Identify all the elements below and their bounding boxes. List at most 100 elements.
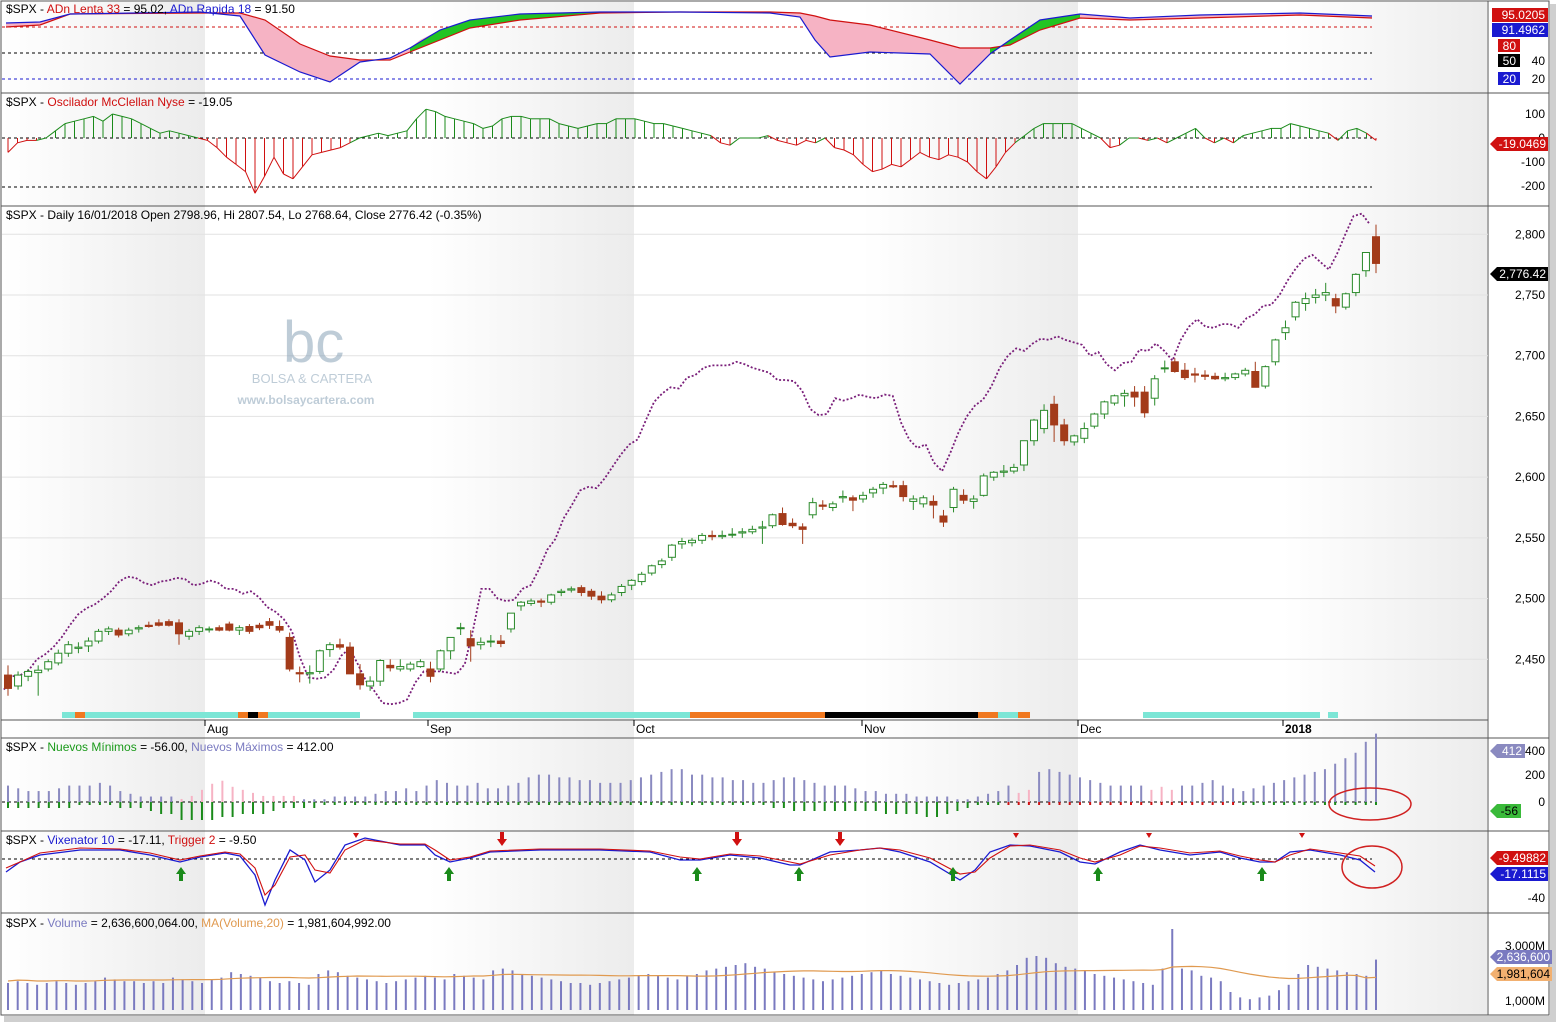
mcc-line-seg xyxy=(682,127,693,132)
candle-up xyxy=(44,661,53,670)
candle-up xyxy=(1019,440,1028,466)
mcc-line-seg xyxy=(843,149,854,156)
adn-tag-lenta xyxy=(1492,8,1548,22)
mcc-line-seg xyxy=(311,151,322,156)
candle-up xyxy=(758,526,767,529)
mcc-line-seg xyxy=(1024,128,1035,136)
adn-tag-80 xyxy=(1498,39,1520,52)
mcc-line-seg xyxy=(1185,127,1196,134)
band-segment xyxy=(1328,712,1338,718)
adn-tag-rapida-text: 91.4962 xyxy=(1502,23,1546,37)
mcc-line-seg xyxy=(55,123,66,132)
mcc-line-seg xyxy=(853,154,864,165)
candle-up xyxy=(1321,292,1330,296)
mcc-line-seg xyxy=(786,142,797,146)
x-month-label: Sep xyxy=(430,722,452,736)
mcc-line-seg xyxy=(568,125,579,129)
candle-down xyxy=(225,623,234,631)
candle-up xyxy=(315,650,324,672)
nuevos-tick-200: 200 xyxy=(1525,768,1545,782)
volume-header: $SPX - Volume = 2,636,600,064.00, MA(Vol… xyxy=(6,916,391,930)
candle-down xyxy=(114,629,123,636)
mcc-line-seg xyxy=(330,147,341,151)
mcc-line-seg xyxy=(492,118,503,127)
mcc-tick-m100: -100 xyxy=(1521,155,1545,169)
candle-up xyxy=(14,674,23,687)
buy-arrow xyxy=(1093,867,1103,881)
mcc-line-seg xyxy=(1242,132,1253,137)
mcc-value-tag xyxy=(1490,137,1548,151)
candle-down xyxy=(597,595,606,601)
mcc-line-seg xyxy=(378,132,389,137)
nuevos-tick-0: 0 xyxy=(1538,795,1545,809)
candle-up xyxy=(24,670,33,677)
candle-down xyxy=(1190,373,1199,376)
mcc-line-seg xyxy=(178,132,189,137)
candle-up xyxy=(1030,419,1038,442)
mcc-value-tag-text: -19.0469 xyxy=(1499,137,1547,151)
mcc-line-seg xyxy=(900,159,911,168)
price-panel: $SPX - Daily 16/01/2018 Open 2798.96, Hi… xyxy=(3,208,1548,718)
candle-up xyxy=(1120,392,1129,397)
candle-down xyxy=(889,485,898,488)
candle-up xyxy=(185,630,194,637)
mcc-line-seg xyxy=(872,168,883,173)
candle-up xyxy=(1070,435,1079,443)
month-shade-0 xyxy=(2,2,205,1015)
color-band xyxy=(62,712,1338,718)
watermark-logo: bc xyxy=(283,310,344,375)
mcc-line-seg xyxy=(188,135,199,139)
frame-shadow-bottom xyxy=(4,1016,1556,1022)
mcc-line-seg xyxy=(995,152,1006,168)
candle-up xyxy=(1090,413,1099,427)
mcc-line-seg xyxy=(273,156,284,175)
sell-marker xyxy=(1146,833,1152,838)
mcc-line-seg xyxy=(1309,127,1320,132)
mcc-line-seg xyxy=(283,173,294,180)
adn-rapida-line xyxy=(5,11,1373,85)
adn-tag-50-text: 50 xyxy=(1503,54,1517,68)
candle-down xyxy=(346,646,354,675)
candle-down xyxy=(335,644,344,648)
mcc-line-seg xyxy=(1223,137,1234,144)
candle-down xyxy=(929,500,938,506)
adn-tag-20-text: 20 xyxy=(1503,72,1517,86)
band-segment xyxy=(998,712,1018,718)
mcc-line-seg xyxy=(444,115,455,120)
candle-down xyxy=(899,485,908,498)
candle-up xyxy=(1271,339,1280,363)
vix-trigger-tag xyxy=(1490,851,1548,865)
mcc-line-seg xyxy=(1299,125,1310,129)
adn-panel: $SPX - ADn Lenta 33 = 95.02, ADn Rapida … xyxy=(2,2,1548,86)
band-segment xyxy=(62,712,75,718)
candle-down xyxy=(1331,298,1340,307)
mcc-line-seg xyxy=(463,120,474,125)
nuevos-max-tag-text: 412 xyxy=(1502,744,1522,758)
candle-up xyxy=(1160,367,1169,370)
candle-up xyxy=(547,594,556,603)
candle-down xyxy=(939,515,948,523)
mcc-line-seg xyxy=(834,147,845,151)
candle-up xyxy=(84,640,93,647)
annotation-circle-nuevos xyxy=(1328,787,1412,821)
mcc-line-seg xyxy=(663,123,674,127)
candle-down xyxy=(245,626,254,632)
mcc-line-seg xyxy=(701,132,712,137)
mcc-line-seg xyxy=(1147,137,1158,141)
band-segment xyxy=(690,712,825,718)
candle-up xyxy=(567,588,576,591)
candle-down xyxy=(1130,391,1139,398)
candle-up xyxy=(909,498,918,502)
buy-arrow xyxy=(444,867,454,881)
candle-up xyxy=(828,503,837,509)
vix-signal-arrows xyxy=(176,832,1305,881)
mcc-line-seg xyxy=(1252,130,1263,134)
vix-value-tag-text: -17.1115 xyxy=(1500,867,1546,881)
sell-arrow xyxy=(497,832,507,846)
month-shade-3 xyxy=(1283,2,1487,1015)
candle-down xyxy=(175,622,183,635)
band-segment xyxy=(413,712,690,718)
candles xyxy=(4,224,1380,696)
mcc-line-seg xyxy=(720,142,731,146)
